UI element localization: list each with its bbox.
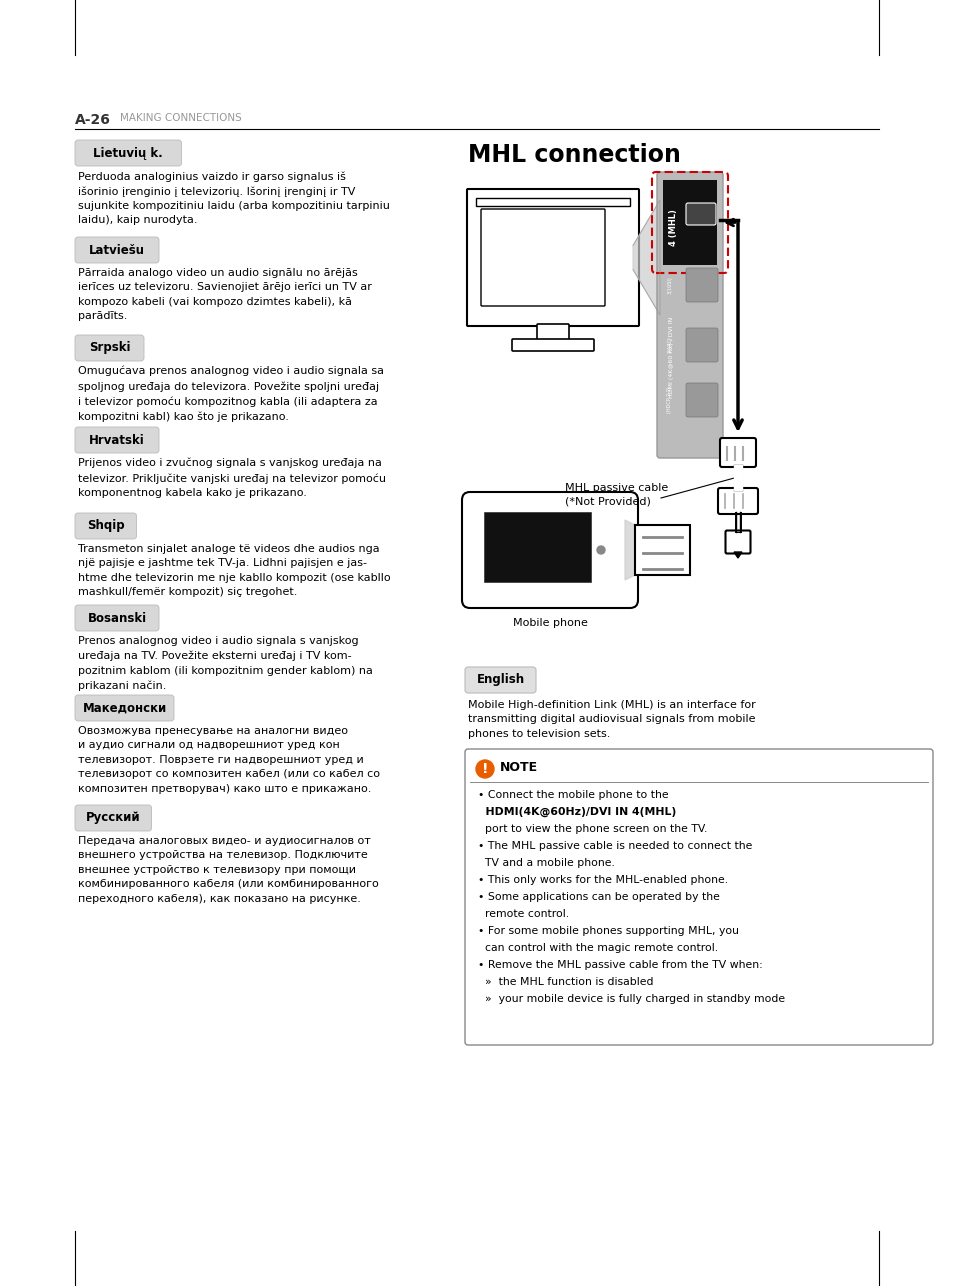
Text: Передача аналоговых видео- и аудиосигналов от
внешнего устройства на телевизор. : Передача аналоговых видео- и аудиосигнал…	[78, 836, 378, 904]
Text: Shqip: Shqip	[87, 520, 125, 532]
Text: HDMI (4K@60 Hz) / DVI IN: HDMI (4K@60 Hz) / DVI IN	[669, 316, 674, 399]
Text: !: !	[481, 763, 488, 775]
Text: Овозможува пренесување на аналогни видео
и аудио сигнали од надворешниот уред ко: Овозможува пренесување на аналогни видео…	[78, 727, 379, 793]
Text: MHL connection: MHL connection	[468, 143, 680, 167]
FancyBboxPatch shape	[75, 604, 159, 631]
FancyBboxPatch shape	[718, 487, 758, 514]
Text: Srpski: Srpski	[89, 342, 131, 355]
Text: • For some mobile phones supporting MHL, you: • For some mobile phones supporting MHL,…	[477, 926, 739, 936]
Polygon shape	[733, 552, 741, 558]
Text: Mobile High-definition Link (MHL) is an interface for
transmitting digital audio: Mobile High-definition Link (MHL) is an …	[468, 700, 755, 738]
Text: »  your mobile device is fully charged in standby mode: » your mobile device is fully charged in…	[477, 994, 784, 1004]
FancyBboxPatch shape	[75, 694, 173, 721]
Text: remote control.: remote control.	[477, 909, 569, 919]
Text: Prenos analognog video i audio signala s vanjskog
uređaja na TV. Povežite ekster: Prenos analognog video i audio signala s…	[78, 637, 373, 691]
Text: • Some applications can be operated by the: • Some applications can be operated by t…	[477, 892, 720, 901]
Text: HDMI(4K@60Hz)/DVI IN 4(MHL): HDMI(4K@60Hz)/DVI IN 4(MHL)	[477, 808, 676, 818]
Bar	[662, 180, 717, 265]
Text: 3(10SI): 3(10SI)	[667, 276, 672, 294]
Text: »  the MHL function is disabled: » the MHL function is disabled	[477, 977, 653, 986]
Text: Русский: Русский	[86, 811, 140, 824]
Text: • Connect the mobile phone to the: • Connect the mobile phone to the	[477, 790, 668, 800]
Bar	[635, 525, 689, 575]
Text: 2(ARC): 2(ARC)	[667, 337, 672, 354]
FancyBboxPatch shape	[75, 237, 159, 264]
Polygon shape	[624, 520, 635, 580]
FancyBboxPatch shape	[75, 513, 136, 539]
FancyBboxPatch shape	[512, 340, 594, 351]
Text: • The MHL passive cable is needed to connect the: • The MHL passive cable is needed to con…	[477, 841, 752, 851]
Text: MAKING CONNECTIONS: MAKING CONNECTIONS	[120, 113, 241, 123]
Text: port to view the phone screen on the TV.: port to view the phone screen on the TV.	[477, 824, 706, 835]
FancyBboxPatch shape	[657, 172, 722, 458]
FancyBboxPatch shape	[720, 439, 755, 467]
Bar	[476, 198, 629, 206]
Text: Latviešu: Latviešu	[89, 243, 145, 256]
Bar	[483, 512, 590, 583]
Text: Transmeton sinjalet analoge të videos dhe audios nga
një pajisje e jashtme tek T: Transmeton sinjalet analoge të videos dh…	[78, 544, 390, 597]
FancyBboxPatch shape	[75, 140, 181, 166]
Text: A-26: A-26	[75, 113, 111, 127]
Text: • Remove the MHL passive cable from the TV when:: • Remove the MHL passive cable from the …	[477, 961, 762, 970]
FancyBboxPatch shape	[464, 748, 932, 1046]
FancyBboxPatch shape	[467, 189, 639, 325]
FancyBboxPatch shape	[461, 493, 638, 608]
FancyBboxPatch shape	[75, 427, 159, 453]
FancyBboxPatch shape	[75, 334, 144, 361]
FancyBboxPatch shape	[464, 667, 536, 693]
Text: 4 (MHL): 4 (MHL)	[669, 210, 678, 246]
FancyBboxPatch shape	[685, 328, 718, 361]
Text: NOTE: NOTE	[499, 761, 537, 774]
Text: Omugućava prenos analognog video i audio signala sa
spoljnog uređaja do televizo: Omugućava prenos analognog video i audio…	[78, 367, 384, 422]
Circle shape	[597, 547, 604, 554]
Text: Македонски: Македонски	[82, 701, 167, 715]
Text: Mobile phone: Mobile phone	[512, 619, 587, 628]
Text: Prijenos video i zvučnog signala s vanjskog uređaja na
televizor. Priključite va: Prijenos video i zvučnog signala s vanjs…	[78, 458, 386, 498]
Text: Lietuvių k.: Lietuvių k.	[93, 147, 163, 159]
Text: Perduoda analoginius vaizdo ir garso signalus iš
išorinio įrenginio į televizori: Perduoda analoginius vaizdo ir garso sig…	[78, 171, 390, 225]
FancyBboxPatch shape	[75, 805, 152, 831]
Polygon shape	[633, 201, 659, 315]
Text: TV and a mobile phone.: TV and a mobile phone.	[477, 858, 615, 868]
Text: (HDCP 2.2): (HDCP 2.2)	[667, 387, 672, 413]
Text: • This only works for the MHL-enabled phone.: • This only works for the MHL-enabled ph…	[477, 874, 727, 885]
FancyBboxPatch shape	[480, 210, 604, 306]
Text: Pārraida analogo video un audio signālu no ārējās
ierīces uz televizoru. Savieno: Pārraida analogo video un audio signālu …	[78, 267, 372, 322]
Text: English: English	[476, 674, 524, 687]
FancyBboxPatch shape	[685, 203, 716, 225]
Text: Bosanski: Bosanski	[88, 612, 147, 625]
FancyBboxPatch shape	[724, 531, 750, 553]
FancyBboxPatch shape	[685, 267, 718, 302]
Text: Hrvatski: Hrvatski	[89, 433, 145, 446]
Circle shape	[476, 760, 494, 778]
Polygon shape	[733, 466, 741, 490]
FancyBboxPatch shape	[537, 324, 568, 341]
FancyBboxPatch shape	[685, 383, 718, 417]
Text: can control with the magic remote control.: can control with the magic remote contro…	[477, 943, 718, 953]
Text: MHL passive cable
(*Not Provided): MHL passive cable (*Not Provided)	[564, 484, 667, 507]
